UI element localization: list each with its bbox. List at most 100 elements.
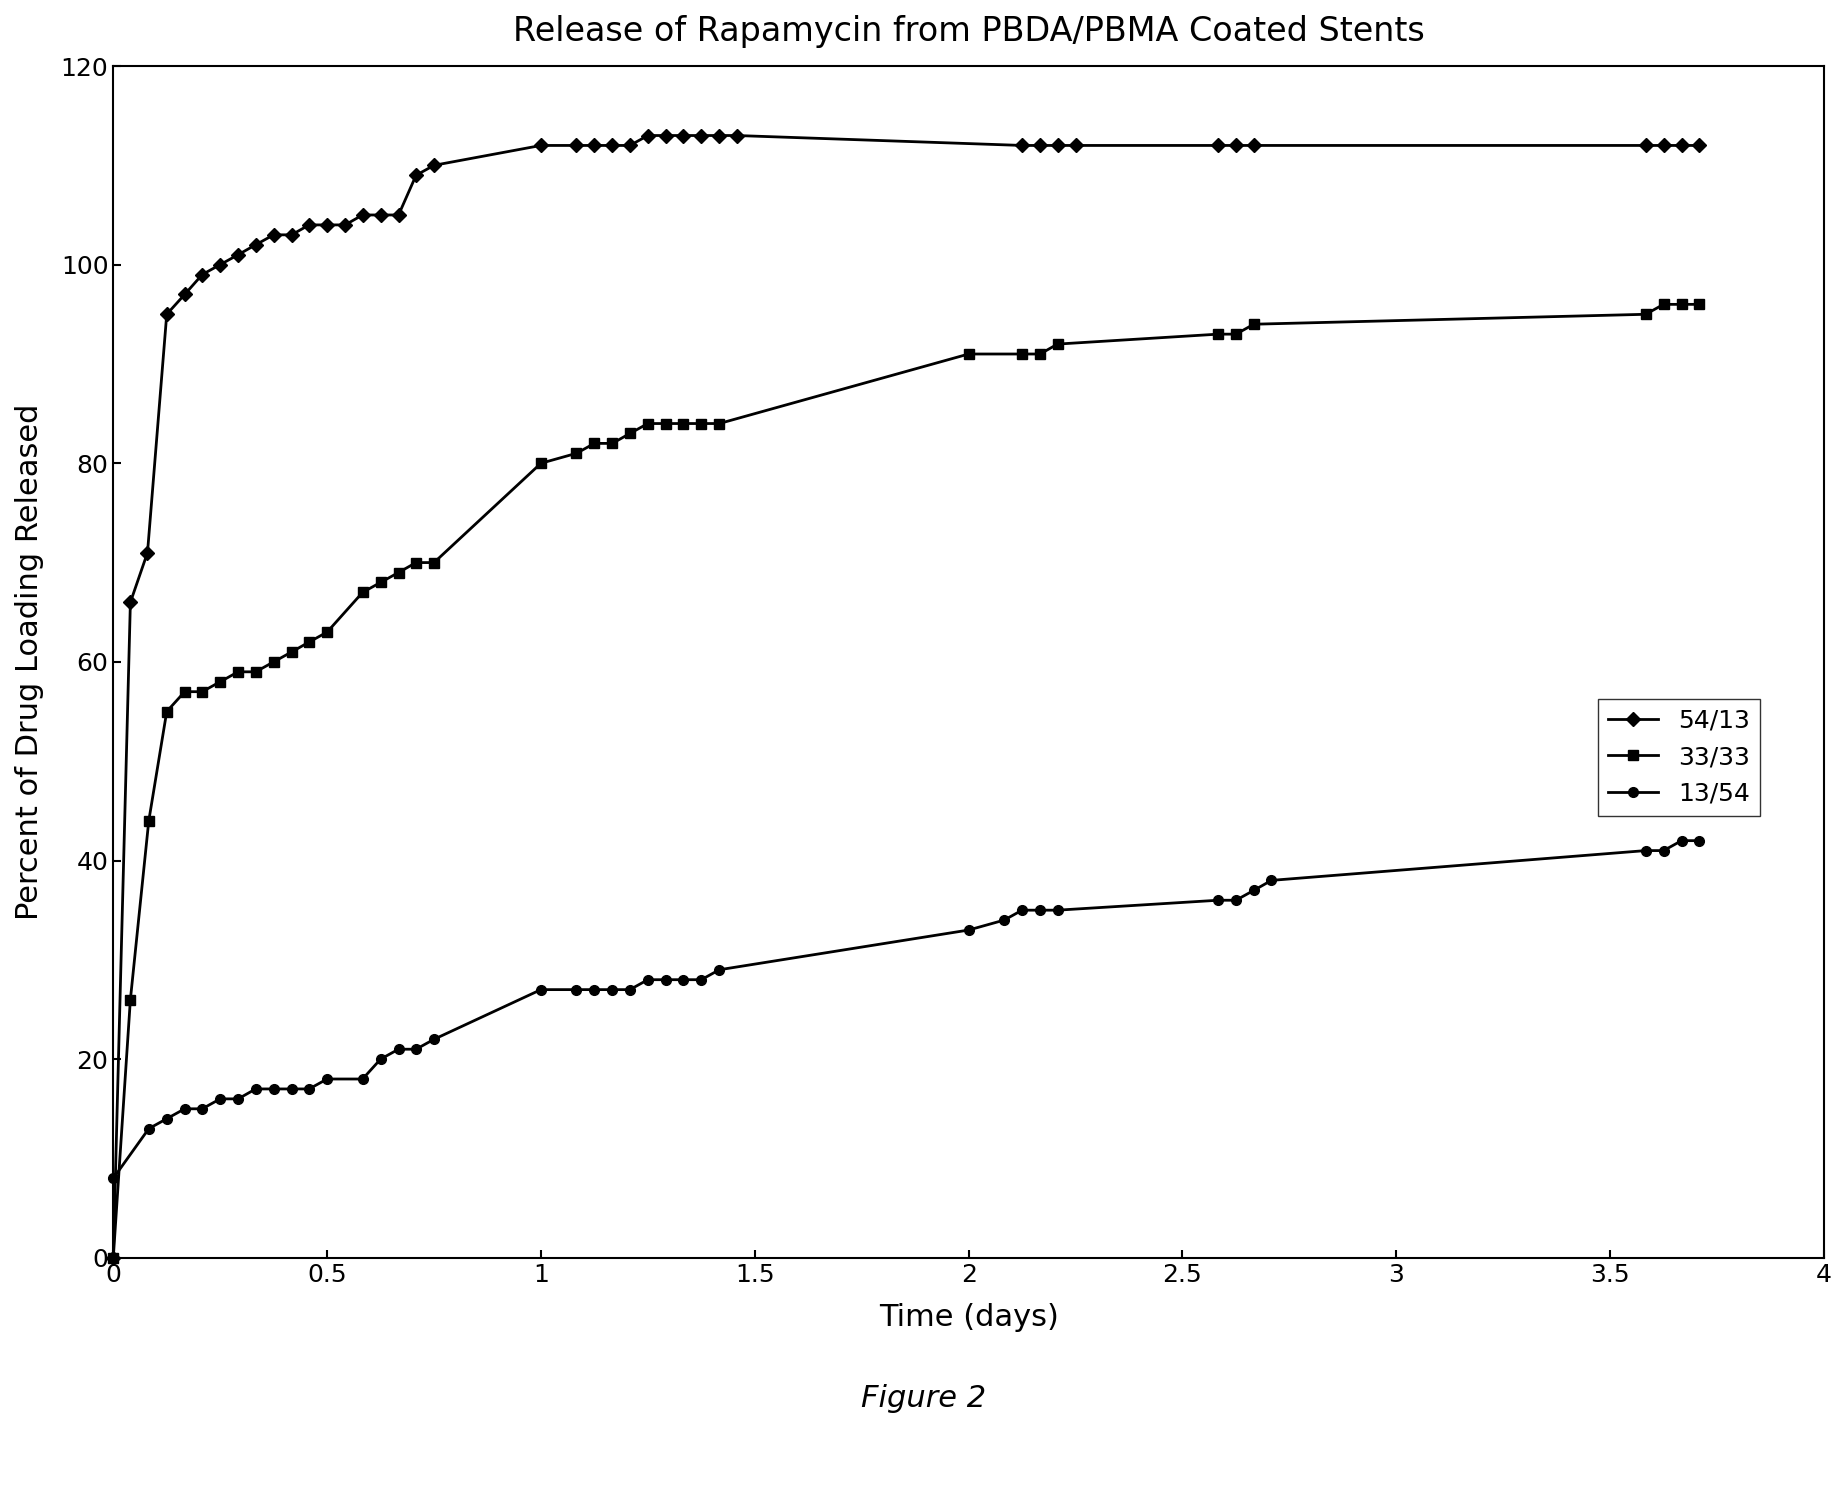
54/13 (565, 136, 587, 154)
Legend: 54/13, 33/33, 13/54: 54/13, 33/33, 13/54 (1598, 699, 1760, 816)
54/13 (174, 286, 196, 304)
33/33 (691, 415, 713, 433)
13/54 (691, 970, 713, 988)
13/54 (155, 1109, 177, 1127)
13/54 (530, 981, 552, 998)
13/54 (994, 912, 1016, 930)
54/13 (619, 136, 641, 154)
13/54 (672, 970, 694, 988)
13/54 (227, 1090, 249, 1108)
33/33 (707, 415, 730, 433)
33/33 (619, 425, 641, 443)
54/13 (654, 127, 676, 145)
33/33 (351, 584, 373, 602)
33/33 (1047, 335, 1069, 353)
33/33 (1206, 325, 1228, 343)
33/33 (244, 663, 266, 681)
13/54 (1260, 871, 1282, 889)
13/54 (262, 1079, 284, 1097)
54/13 (388, 207, 410, 225)
33/33 (174, 683, 196, 701)
33/33 (404, 554, 427, 572)
X-axis label: Time (days): Time (days) (879, 1304, 1058, 1332)
54/13 (155, 305, 177, 323)
54/13 (1029, 136, 1051, 154)
54/13 (530, 136, 552, 154)
13/54 (369, 1051, 392, 1069)
13/54 (584, 981, 606, 998)
13/54 (1635, 841, 1657, 859)
13/54 (654, 970, 676, 988)
54/13 (262, 226, 284, 244)
33/33 (423, 554, 445, 572)
33/33 (262, 653, 284, 671)
54/13 (602, 136, 624, 154)
33/33 (1635, 305, 1657, 323)
33/33 (1243, 316, 1265, 334)
33/33 (102, 1248, 124, 1266)
Line: 13/54: 13/54 (109, 835, 1705, 1183)
54/13 (1225, 136, 1247, 154)
33/33 (602, 434, 624, 452)
13/54 (1029, 901, 1051, 919)
13/54 (1225, 891, 1247, 909)
54/13 (227, 246, 249, 263)
13/54 (209, 1090, 231, 1108)
33/33 (672, 415, 694, 433)
54/13 (1688, 136, 1710, 154)
13/54 (1047, 901, 1069, 919)
54/13 (102, 1248, 124, 1266)
33/33 (155, 702, 177, 720)
33/33 (190, 683, 212, 701)
54/13 (726, 127, 748, 145)
33/33 (1029, 344, 1051, 362)
13/54 (139, 1120, 161, 1138)
54/13 (1010, 136, 1032, 154)
54/13 (190, 265, 212, 283)
33/33 (530, 454, 552, 472)
54/13 (1670, 136, 1692, 154)
33/33 (1688, 295, 1710, 313)
13/54 (1010, 901, 1032, 919)
13/54 (957, 921, 979, 939)
54/13 (672, 127, 694, 145)
33/33 (565, 445, 587, 463)
13/54 (174, 1100, 196, 1118)
13/54 (707, 961, 730, 979)
54/13 (637, 127, 659, 145)
13/54 (244, 1079, 266, 1097)
13/54 (190, 1100, 212, 1118)
54/13 (137, 543, 159, 561)
54/13 (584, 136, 606, 154)
33/33 (637, 415, 659, 433)
54/13 (369, 207, 392, 225)
54/13 (1206, 136, 1228, 154)
33/33 (316, 623, 338, 641)
13/54 (619, 981, 641, 998)
54/13 (1047, 136, 1069, 154)
13/54 (423, 1030, 445, 1048)
54/13 (1243, 136, 1265, 154)
13/54 (1243, 882, 1265, 900)
54/13 (209, 256, 231, 274)
Text: Figure 2: Figure 2 (861, 1385, 986, 1413)
13/54 (297, 1079, 320, 1097)
54/13 (691, 127, 713, 145)
33/33 (1670, 295, 1692, 313)
Title: Release of Rapamycin from PBDA/PBMA Coated Stents: Release of Rapamycin from PBDA/PBMA Coat… (513, 15, 1424, 48)
13/54 (637, 970, 659, 988)
33/33 (584, 434, 606, 452)
33/33 (1225, 325, 1247, 343)
13/54 (1206, 891, 1228, 909)
13/54 (602, 981, 624, 998)
13/54 (316, 1070, 338, 1088)
Line: 33/33: 33/33 (109, 299, 1705, 1262)
54/13 (316, 216, 338, 234)
54/13 (1653, 136, 1675, 154)
33/33 (281, 644, 303, 662)
33/33 (139, 811, 161, 829)
33/33 (388, 563, 410, 581)
13/54 (351, 1070, 373, 1088)
Line: 54/13: 54/13 (109, 130, 1705, 1262)
33/33 (227, 663, 249, 681)
